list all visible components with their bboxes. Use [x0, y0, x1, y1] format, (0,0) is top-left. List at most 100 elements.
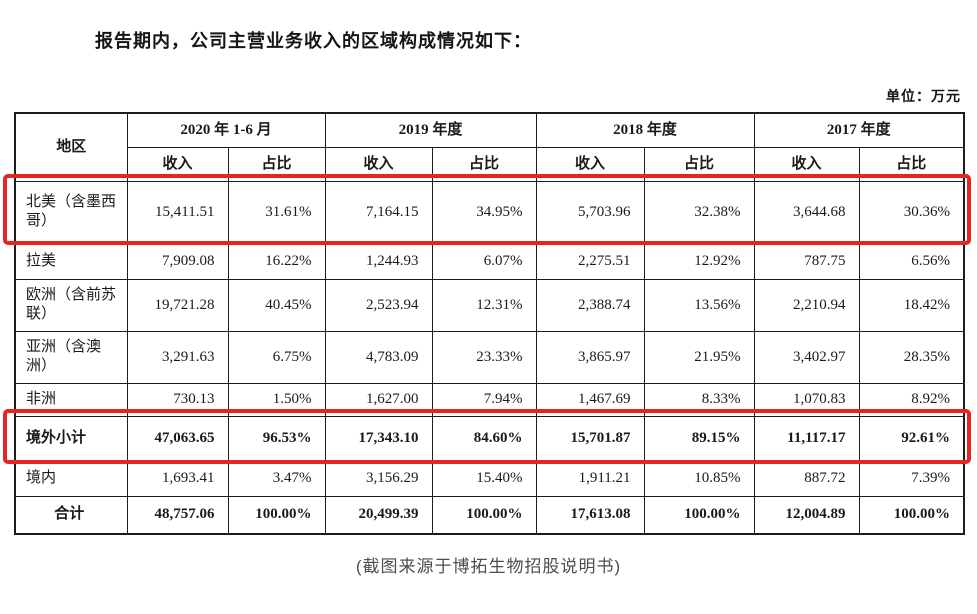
- share-cell: 6.56%: [858, 242, 965, 280]
- revenue-cell: 7,909.08: [126, 242, 229, 280]
- revenue-cell: 1,693.41: [126, 460, 229, 497]
- region-cell: 境内: [14, 460, 128, 497]
- share-cell: 30.36%: [858, 180, 965, 244]
- share-cell: 8.92%: [858, 382, 965, 417]
- share-cell: 13.56%: [643, 278, 755, 332]
- region-cell: 合计: [14, 495, 128, 535]
- revenue-cell: 17,343.10: [324, 415, 433, 462]
- column-header-region: 地区: [14, 112, 128, 182]
- revenue-cell: 12,004.89: [753, 495, 860, 535]
- column-header-period-2017: 2017 年度: [753, 112, 965, 148]
- share-cell: 16.22%: [227, 242, 326, 280]
- table-body: 北美（含墨西哥） 15,411.51 31.61% 7,164.15 34.95…: [14, 180, 965, 535]
- column-header-revenue: 收入: [753, 146, 860, 182]
- share-cell: 12.31%: [431, 278, 537, 332]
- share-cell: 6.75%: [227, 330, 326, 384]
- share-cell: 23.33%: [431, 330, 537, 384]
- table-row: 北美（含墨西哥） 15,411.51 31.61% 7,164.15 34.95…: [14, 180, 965, 244]
- revenue-cell: 3,865.97: [535, 330, 645, 384]
- region-cell: 亚洲（含澳洲）: [14, 330, 128, 384]
- revenue-cell: 7,164.15: [324, 180, 433, 244]
- share-cell: 92.61%: [858, 415, 965, 462]
- revenue-cell: 48,757.06: [126, 495, 229, 535]
- share-cell: 3.47%: [227, 460, 326, 497]
- revenue-table-wrap: 地区 2020 年 1-6 月 2019 年度 2018 年度 2017 年度 …: [3, 112, 971, 535]
- revenue-cell: 20,499.39: [324, 495, 433, 535]
- unit-label: 单位：万元: [886, 90, 961, 105]
- revenue-cell: 2,210.94: [753, 278, 860, 332]
- table-row: 非洲 730.13 1.50% 1,627.00 7.94% 1,467.69 …: [14, 382, 965, 417]
- revenue-cell: 730.13: [126, 382, 229, 417]
- revenue-cell: 11,117.17: [753, 415, 860, 462]
- column-header-period-2018: 2018 年度: [535, 112, 755, 148]
- share-cell: 15.40%: [431, 460, 537, 497]
- share-cell: 96.53%: [227, 415, 326, 462]
- column-header-share: 占比: [431, 146, 537, 182]
- revenue-cell: 2,388.74: [535, 278, 645, 332]
- column-header-revenue: 收入: [126, 146, 229, 182]
- region-cell: 非洲: [14, 382, 128, 417]
- revenue-cell: 1,467.69: [535, 382, 645, 417]
- revenue-cell: 15,701.87: [535, 415, 645, 462]
- table-row: 拉美 7,909.08 16.22% 1,244.93 6.07% 2,275.…: [14, 242, 965, 280]
- share-cell: 100.00%: [643, 495, 755, 535]
- revenue-cell: 5,703.96: [535, 180, 645, 244]
- region-cell: 拉美: [14, 242, 128, 280]
- revenue-cell: 4,783.09: [324, 330, 433, 384]
- header-row-periods: 地区 2020 年 1-6 月 2019 年度 2018 年度 2017 年度: [14, 112, 965, 182]
- column-header-share: 占比: [643, 146, 755, 182]
- region-cell: 境外小计: [14, 415, 128, 462]
- header-row-subcolumns: 收入 占比 收入 占比 收入 占比 收入 占比: [15, 146, 965, 182]
- column-header-revenue: 收入: [324, 146, 433, 182]
- revenue-cell: 19,721.28: [126, 278, 229, 332]
- revenue-cell: 2,523.94: [324, 278, 433, 332]
- share-cell: 28.35%: [858, 330, 965, 384]
- column-header-share: 占比: [227, 146, 326, 182]
- column-header-share: 占比: [858, 146, 965, 182]
- table-row: 亚洲（含澳洲） 3,291.63 6.75% 4,783.09 23.33% 3…: [14, 330, 965, 384]
- share-cell: 12.92%: [643, 242, 755, 280]
- share-cell: 10.85%: [643, 460, 755, 497]
- revenue-cell: 887.72: [753, 460, 860, 497]
- table-row: 欧洲（含前苏联） 19,721.28 40.45% 2,523.94 12.31…: [14, 278, 965, 332]
- share-cell: 7.94%: [431, 382, 537, 417]
- share-cell: 89.15%: [643, 415, 755, 462]
- revenue-cell: 3,402.97: [753, 330, 860, 384]
- share-cell: 18.42%: [858, 278, 965, 332]
- share-cell: 100.00%: [431, 495, 537, 535]
- share-cell: 40.45%: [227, 278, 326, 332]
- share-cell: 84.60%: [431, 415, 537, 462]
- share-cell: 6.07%: [431, 242, 537, 280]
- column-header-period-2019: 2019 年度: [324, 112, 537, 148]
- revenue-cell: 17,613.08: [535, 495, 645, 535]
- region-cell: 欧洲（含前苏联）: [14, 278, 128, 332]
- share-cell: 7.39%: [858, 460, 965, 497]
- table-row: 境外小计 47,063.65 96.53% 17,343.10 84.60% 1…: [14, 415, 965, 462]
- share-cell: 34.95%: [431, 180, 537, 244]
- share-cell: 8.33%: [643, 382, 755, 417]
- revenue-cell: 1,244.93: [324, 242, 433, 280]
- revenue-cell: 3,156.29: [324, 460, 433, 497]
- revenue-cell: 2,275.51: [535, 242, 645, 280]
- share-cell: 32.38%: [643, 180, 755, 244]
- table-row: 境内 1,693.41 3.47% 3,156.29 15.40% 1,911.…: [14, 460, 965, 497]
- revenue-cell: 787.75: [753, 242, 860, 280]
- revenue-cell: 3,644.68: [753, 180, 860, 244]
- region-cell: 北美（含墨西哥）: [14, 180, 128, 244]
- column-header-period-2020: 2020 年 1-6 月: [126, 112, 326, 148]
- source-caption: (截图来源于博拓生物招股说明书): [355, 557, 622, 576]
- revenue-by-region-table: 地区 2020 年 1-6 月 2019 年度 2018 年度 2017 年度 …: [14, 112, 966, 535]
- share-cell: 100.00%: [858, 495, 965, 535]
- revenue-cell: 1,911.21: [535, 460, 645, 497]
- revenue-cell: 15,411.51: [126, 180, 229, 244]
- share-cell: 100.00%: [227, 495, 326, 535]
- share-cell: 1.50%: [227, 382, 326, 417]
- revenue-cell: 47,063.65: [126, 415, 229, 462]
- revenue-cell: 1,627.00: [324, 382, 433, 417]
- revenue-cell: 1,070.83: [753, 382, 860, 417]
- column-header-revenue: 收入: [535, 146, 645, 182]
- share-cell: 31.61%: [227, 180, 326, 244]
- page-title: 报告期内，公司主营业务收入的区域构成情况如下：: [95, 31, 532, 51]
- revenue-cell: 3,291.63: [126, 330, 229, 384]
- share-cell: 21.95%: [643, 330, 755, 384]
